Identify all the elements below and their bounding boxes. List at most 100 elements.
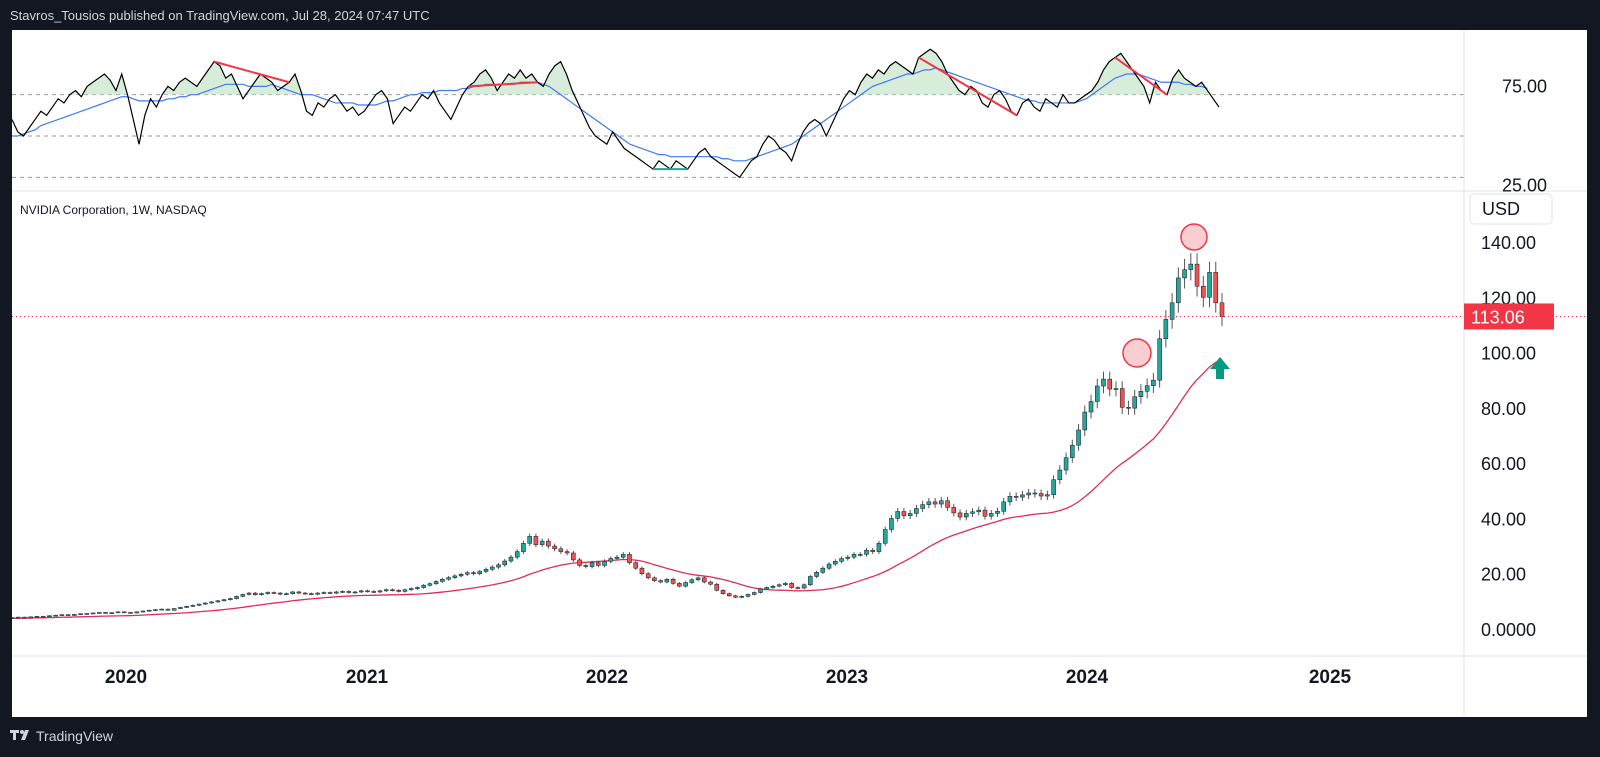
candle-body	[602, 561, 607, 566]
candle	[65, 614, 71, 616]
candle-body	[309, 593, 314, 595]
candle-body	[1082, 411, 1088, 431]
candle-body	[926, 501, 932, 505]
candle-body	[153, 609, 158, 611]
candle-body	[59, 614, 65, 616]
candle-body	[1119, 388, 1125, 408]
candle-body	[889, 518, 894, 530]
candle	[327, 591, 333, 595]
rsi-panel[interactable]	[11, 48, 1587, 192]
candle-body	[72, 614, 77, 616]
candle	[59, 614, 65, 616]
candle	[209, 601, 214, 604]
candle	[1144, 378, 1150, 399]
candle-body	[870, 549, 875, 552]
candle-body	[808, 576, 813, 586]
candle-body	[477, 571, 483, 574]
candle-body	[995, 510, 1000, 514]
time-axis[interactable]: 2020 2021 2022 2023 2024 2025	[12, 655, 1587, 688]
candle	[589, 560, 595, 569]
candle-body	[377, 590, 383, 593]
tradingview-brand[interactable]: TradingView	[10, 728, 113, 744]
candle-body	[1151, 379, 1156, 386]
candle	[951, 503, 957, 517]
rsi-divergence-line-4	[1114, 56, 1168, 96]
candle	[334, 590, 339, 595]
candle	[452, 574, 458, 580]
candle	[408, 587, 414, 591]
candle	[789, 582, 794, 589]
candle-body	[365, 590, 370, 593]
candle	[945, 496, 950, 512]
candle	[190, 604, 196, 608]
chart-area[interactable]: NVIDIA Corporation, 1W, NASDAQ 75.00 25.0…	[9, 30, 1587, 717]
candle	[284, 592, 289, 596]
candle-body	[165, 608, 171, 611]
candle	[677, 582, 682, 588]
candle-body	[733, 595, 738, 598]
candle-body	[1007, 496, 1013, 503]
candle-body	[371, 591, 377, 593]
candle	[620, 552, 626, 560]
candle-body	[97, 612, 102, 614]
candle	[708, 580, 713, 586]
candle-body	[851, 554, 857, 558]
candle	[234, 595, 239, 600]
currency-button[interactable]	[1469, 193, 1553, 225]
candle-body	[1038, 493, 1044, 497]
candle	[252, 591, 258, 596]
candle-body	[627, 554, 632, 563]
price-tick-label: 80.00	[1481, 399, 1526, 419]
candle-body	[327, 592, 333, 594]
candle-body	[465, 572, 470, 575]
candle	[1138, 384, 1144, 404]
candle-body	[552, 545, 557, 550]
price-tick-label: 60.00	[1481, 454, 1526, 474]
candle-body	[321, 592, 327, 594]
candle-body	[1163, 319, 1169, 339]
price-panel[interactable]: NVIDIA Corporation, 1W, NASDAQ	[9, 203, 1587, 620]
candle	[670, 577, 676, 585]
candle-body	[1051, 479, 1056, 495]
candle	[889, 515, 894, 533]
price-tick-label: 20.00	[1481, 565, 1526, 585]
candle	[639, 566, 645, 576]
candle-body	[334, 591, 339, 594]
candle	[277, 591, 283, 596]
candle	[546, 538, 551, 549]
candle	[907, 509, 913, 520]
price-tick-label: 40.00	[1481, 509, 1526, 529]
candle-body	[964, 513, 969, 518]
candle-body	[277, 592, 283, 595]
candle-body	[47, 615, 52, 617]
candle-body	[1001, 501, 1006, 512]
chart-svg[interactable]: NVIDIA Corporation, 1W, NASDAQ 75.00 25.0…	[9, 30, 1587, 717]
candle	[795, 586, 801, 590]
candle-body	[446, 577, 451, 580]
candle	[290, 590, 295, 595]
candle	[720, 589, 726, 595]
candle	[134, 611, 140, 614]
candle	[1169, 293, 1175, 329]
candle-body	[920, 504, 925, 509]
candle	[371, 590, 377, 594]
candle	[421, 584, 426, 589]
price-tick-label: 0.0000	[1481, 620, 1536, 640]
candle	[128, 611, 133, 614]
candle	[184, 605, 189, 609]
candle-body	[146, 609, 152, 612]
candle	[614, 554, 620, 561]
candle-body	[390, 589, 395, 591]
candle-body	[415, 587, 420, 589]
price-scale[interactable]: 75.00 25.00 USD 140.00 120.00 100.00 80.00 60.0…	[1463, 30, 1554, 717]
candle	[1101, 371, 1106, 394]
candle	[1082, 405, 1088, 436]
price-tick-label: 100.00	[1481, 344, 1536, 364]
candle	[271, 591, 277, 595]
candle	[246, 591, 252, 596]
candle-body	[1126, 407, 1131, 409]
candle	[346, 590, 352, 594]
price-ma-line	[11, 358, 1223, 620]
candle-body	[1057, 469, 1063, 480]
candle-body	[901, 511, 907, 516]
